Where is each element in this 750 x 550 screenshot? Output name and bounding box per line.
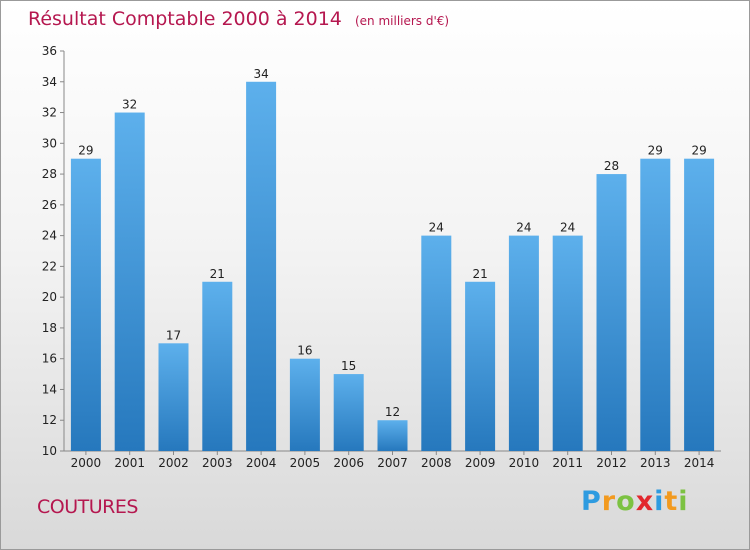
data-label: 15 <box>341 359 356 373</box>
x-tick-label: 2001 <box>114 456 145 470</box>
x-tick-label: 2003 <box>202 456 233 470</box>
y-tick-label: 26 <box>42 198 57 212</box>
commune-name: COUTURES <box>37 496 138 518</box>
logo-letter: r <box>601 486 617 517</box>
logo-letter: x <box>635 486 655 517</box>
data-label: 32 <box>122 98 137 112</box>
x-tick-label: 2011 <box>552 456 583 470</box>
x-tick-label: 2006 <box>333 456 364 470</box>
bar <box>684 158 715 451</box>
bar <box>333 374 364 451</box>
x-tick-label: 2014 <box>684 456 715 470</box>
x-tick-label: 2007 <box>377 456 408 470</box>
bar <box>552 235 583 451</box>
y-tick-label: 22 <box>42 259 57 273</box>
y-tick-label: 24 <box>42 229 57 243</box>
y-tick-label: 12 <box>42 413 57 427</box>
data-label: 12 <box>385 405 400 419</box>
data-label: 29 <box>78 144 93 158</box>
title-row: Résultat Comptable 2000 à 2014 (en milli… <box>28 8 449 30</box>
x-tick-label: 2010 <box>509 456 540 470</box>
x-tick-label: 2005 <box>290 456 321 470</box>
x-tick-label: 2002 <box>158 456 189 470</box>
data-label: 29 <box>648 144 663 158</box>
bar <box>465 281 496 451</box>
y-tick-label: 32 <box>42 106 57 120</box>
bar <box>158 343 189 451</box>
bar <box>596 174 627 452</box>
bar <box>508 235 539 451</box>
x-tick-label: 2012 <box>596 456 627 470</box>
y-tick-label: 28 <box>42 167 57 181</box>
logo-letter: P <box>581 486 602 517</box>
chart-unit: (en milliers d'€) <box>354 14 450 28</box>
bar <box>377 420 408 451</box>
data-label: 24 <box>429 221 444 235</box>
y-tick-label: 16 <box>42 352 57 366</box>
y-tick-label: 20 <box>42 290 57 304</box>
data-label: 24 <box>560 221 575 235</box>
logo-letter: i <box>678 486 689 517</box>
data-label: 21 <box>472 267 487 281</box>
bar <box>640 158 671 451</box>
data-label: 24 <box>516 221 531 235</box>
data-label: 34 <box>253 67 268 81</box>
proxiti-logo: Proxiti <box>581 486 689 517</box>
x-tick-label: 2013 <box>640 456 671 470</box>
logo-letter: o <box>616 486 636 517</box>
y-tick-label: 30 <box>42 136 57 150</box>
y-tick-label: 18 <box>42 321 57 335</box>
bar <box>70 158 101 451</box>
y-tick-label: 10 <box>42 444 57 458</box>
bar <box>246 81 277 452</box>
x-tick-label: 2000 <box>71 456 102 470</box>
x-tick-label: 2008 <box>421 456 452 470</box>
data-label: 16 <box>297 344 312 358</box>
data-label: 28 <box>604 159 619 173</box>
y-tick-label: 34 <box>42 75 57 89</box>
x-tick-label: 2004 <box>246 456 277 470</box>
bar <box>289 358 320 451</box>
bar <box>202 281 233 451</box>
y-tick-label: 36 <box>42 44 57 58</box>
chart-title: Résultat Comptable 2000 à 2014 <box>28 8 342 30</box>
logo-letter: t <box>664 486 679 517</box>
bar <box>114 112 145 452</box>
x-tick-label: 2009 <box>465 456 496 470</box>
bar <box>421 235 452 451</box>
data-label: 29 <box>691 144 706 158</box>
y-tick-label: 14 <box>42 382 57 396</box>
logo-letter: i <box>654 486 665 517</box>
data-label: 17 <box>166 328 181 342</box>
data-label: 21 <box>210 267 225 281</box>
